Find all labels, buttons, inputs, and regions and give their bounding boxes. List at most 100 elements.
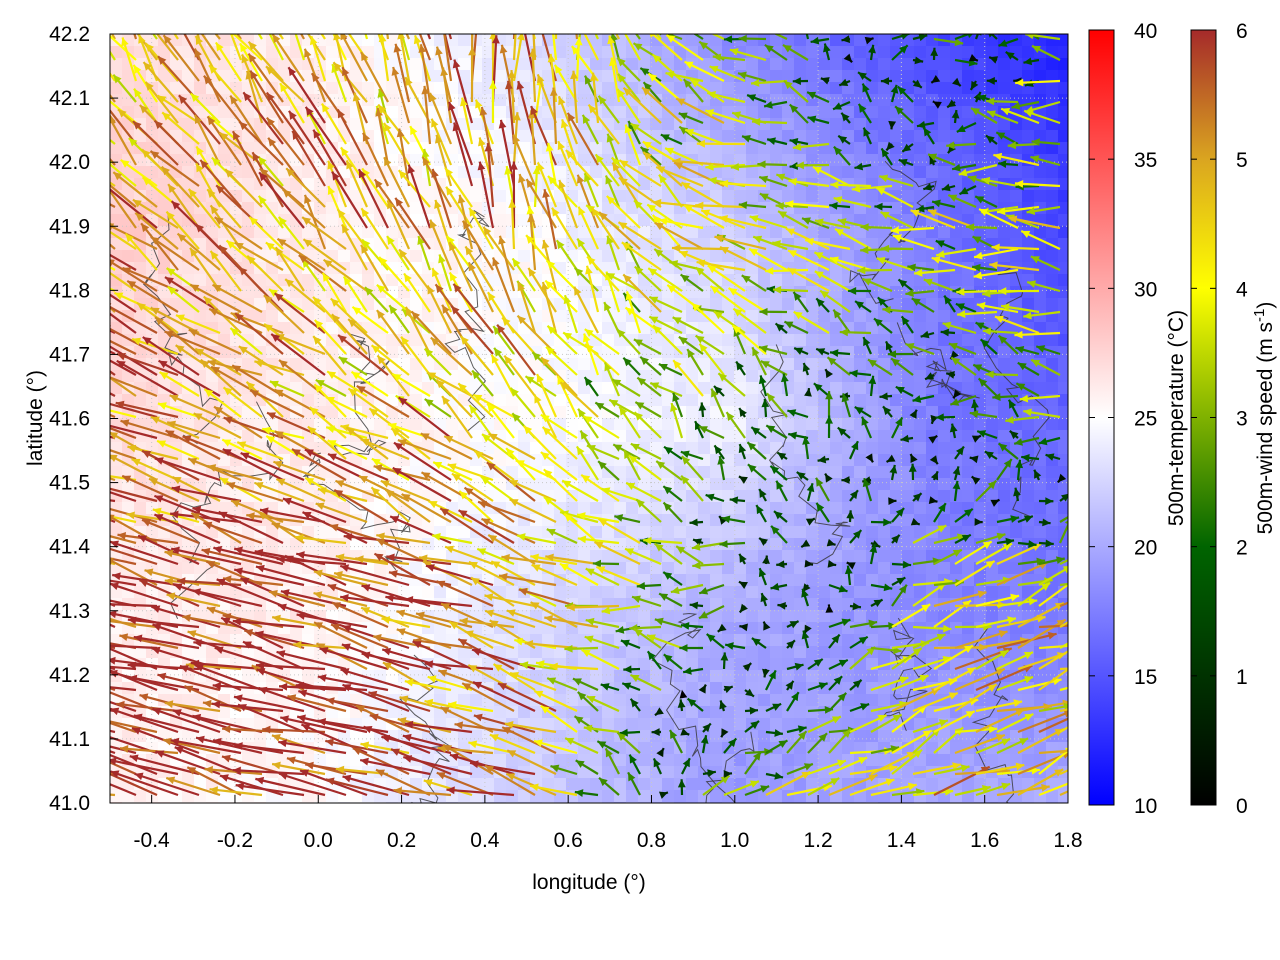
heatmap-cell (638, 778, 651, 791)
heatmap-cell (350, 730, 363, 743)
heatmap-cell (686, 682, 699, 695)
heatmap-cell (794, 34, 807, 47)
heatmap-cell (686, 778, 699, 791)
heatmap-cell (734, 766, 747, 779)
heatmap-cell (794, 514, 807, 527)
heatmap-cell (446, 526, 459, 539)
heatmap-cell (938, 346, 951, 359)
heatmap-cell (974, 130, 987, 143)
heatmap-cell (602, 262, 615, 275)
heatmap-cell (842, 418, 855, 431)
heatmap-cell (842, 598, 855, 611)
heatmap-cell (878, 274, 891, 287)
heatmap-cell (386, 82, 399, 95)
heatmap-cell (914, 802, 927, 803)
heatmap-cell (782, 502, 795, 515)
heatmap-cell (698, 802, 711, 803)
heatmap-cell (194, 262, 207, 275)
heatmap-cell (1022, 418, 1035, 431)
heatmap-cell (770, 58, 783, 71)
heatmap-cell (494, 214, 507, 227)
heatmap-cell (746, 34, 759, 47)
heatmap-cell (770, 802, 783, 803)
heatmap-cell (110, 226, 123, 239)
heatmap-cell (494, 454, 507, 467)
heatmap-cell (878, 574, 891, 587)
heatmap-cell (830, 490, 843, 503)
heatmap-cell (974, 526, 987, 539)
heatmap-cell (470, 538, 483, 551)
heatmap-cell (662, 778, 675, 791)
heatmap-cell (926, 610, 939, 623)
heatmap-cell (482, 802, 495, 803)
heatmap-cell (206, 610, 219, 623)
heatmap-cell (242, 358, 255, 371)
heatmap-cell (182, 70, 195, 83)
heatmap-cell (962, 418, 975, 431)
heatmap-cell (110, 262, 123, 275)
heatmap-cell (734, 658, 747, 671)
heatmap-cell (806, 670, 819, 683)
heatmap-cell (998, 790, 1011, 803)
heatmap-cell (326, 634, 339, 647)
heatmap-cell (818, 106, 831, 119)
heatmap-cell (866, 562, 879, 575)
heatmap-cell (902, 550, 915, 563)
heatmap-cell (410, 802, 423, 803)
heatmap-cell (446, 802, 459, 803)
heatmap-cell (146, 586, 159, 599)
heatmap-cell (818, 754, 831, 767)
heatmap-cell (998, 226, 1011, 239)
heatmap-cell (902, 526, 915, 539)
heatmap-cell (914, 142, 927, 155)
heatmap-cell (422, 538, 435, 551)
heatmap-cell (110, 214, 123, 227)
heatmap-cell (350, 70, 363, 83)
heatmap-cell (242, 430, 255, 443)
heatmap-cell (962, 454, 975, 467)
heatmap-cell (974, 418, 987, 431)
heatmap-cell (710, 742, 723, 755)
heatmap-cell (506, 46, 519, 59)
heatmap-cell (914, 154, 927, 167)
heatmap-cell (902, 166, 915, 179)
heatmap-cell (242, 190, 255, 203)
heatmap-cell (590, 166, 603, 179)
heatmap-cell (806, 706, 819, 719)
heatmap-cell (482, 370, 495, 383)
heatmap-cell (182, 202, 195, 215)
heatmap-cell (734, 754, 747, 767)
heatmap-cell (842, 550, 855, 563)
heatmap-cell (242, 790, 255, 803)
heatmap-cell (326, 214, 339, 227)
heatmap-cell (494, 802, 507, 803)
heatmap-cell (926, 802, 939, 803)
heatmap-cell (422, 310, 435, 323)
heatmap-cell (338, 754, 351, 767)
heatmap-cell (866, 790, 879, 803)
heatmap-cell (662, 682, 675, 695)
heatmap-cell (410, 58, 423, 71)
heatmap-cell (854, 514, 867, 527)
heatmap-cell (782, 802, 795, 803)
heatmap-cell (842, 526, 855, 539)
heatmap-cell (794, 598, 807, 611)
heatmap-cell (230, 382, 243, 395)
heatmap-cell (866, 586, 879, 599)
heatmap-cell (974, 70, 987, 83)
heatmap-cell (698, 478, 711, 491)
heatmap-cell (938, 166, 951, 179)
heatmap-cell (962, 718, 975, 731)
heatmap-cell (842, 502, 855, 515)
heatmap-cell (614, 538, 627, 551)
heatmap-cell (1010, 646, 1023, 659)
heatmap-cell (818, 790, 831, 803)
heatmap-cell (890, 802, 903, 803)
heatmap-cell (530, 142, 543, 155)
heatmap-cell (662, 310, 675, 323)
heatmap-cell (542, 754, 555, 767)
heatmap-cell (794, 610, 807, 623)
heatmap-cell (854, 466, 867, 479)
heatmap-cell (830, 598, 843, 611)
heatmap-cell (710, 322, 723, 335)
